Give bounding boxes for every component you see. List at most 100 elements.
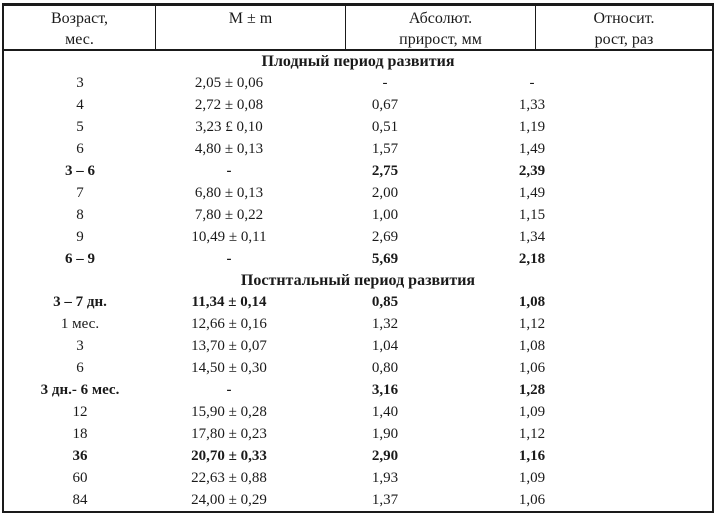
table-body: Плодный период развития 3 2,05 ± 0,06 - - 4 2,… [4,51,712,511]
cell-rel-growth: 1,12 [518,425,546,442]
table-row: 18 17,80 ± 0,23 1,90 1,12 [4,423,712,445]
cell-rel-growth: 1,19 [518,119,546,136]
cell-rel-growth: 1,09 [518,469,546,486]
header-age-line2: мес. [65,31,94,48]
cell-abs-growth: 0,80 [371,360,399,377]
table-row: 12 15,90 ± 0,28 1,40 1,09 [4,402,712,424]
cell-age: 4 [76,97,84,114]
cell-rel-growth: 2,18 [518,250,546,267]
cell-abs-growth: 1,40 [371,403,399,420]
cell-abs-growth: 1,00 [371,206,399,223]
cell-age: 3 дн.- 6 мес. [40,382,120,399]
cell-age: 6 [76,141,84,158]
cell-abs-growth: 1,93 [371,469,399,486]
cell-rel-growth: 1,28 [518,382,546,399]
cell-age: 18 [72,425,88,442]
table-row: 1 мес. 12,66 ± 0,16 1,32 1,12 [4,314,712,336]
table-row: 9 10,49 ± 0,11 2,69 1,34 [4,226,712,248]
cell-rel-growth: 1,16 [518,447,546,464]
cell-abs-growth: 2,69 [371,228,399,245]
table-row: 6 – 9 - 5,69 2,18 [4,248,712,270]
cell-m: 15,90 ± 0,28 [191,403,267,420]
table-row: 36 20,70 ± 0,33 2,90 1,16 [4,445,712,467]
cell-rel-growth: 1,49 [518,141,546,158]
cell-age: 36 [72,447,88,464]
cell-abs-growth: 1,32 [371,316,399,333]
section-title-row: Постнтальный период развития [240,272,476,290]
cell-rel-growth: 1,08 [518,294,546,311]
cell-abs-growth: - [382,75,388,92]
growth-table: Возраст, мес. M ± m Абсолют. прирост, мм… [2,3,714,513]
cell-abs-growth: 3,16 [371,382,399,399]
cell-rel-growth: 1,15 [518,206,546,223]
cell-m: - [226,250,232,267]
cell-age: 12 [72,403,88,420]
table-row: 3 2,05 ± 0,06 - - [4,73,712,95]
cell-abs-growth: 0,67 [371,97,399,114]
cell-rel-growth: - [529,75,535,92]
header-rel-line2: рост, раз [594,31,654,48]
cell-m: 6,80 ± 0,13 [194,184,264,201]
table-row: 4 2,72 ± 0,08 0,67 1,33 [4,95,712,117]
header-rel-line1: Относит. [593,10,655,27]
table-row: 3 13,70 ± 0,07 1,04 1,08 [4,336,712,358]
table-row: 7 6,80 ± 0,13 2,00 1,49 [4,182,712,204]
cell-m: 12,66 ± 0,16 [191,316,267,333]
cell-age: 8 [76,206,84,223]
cell-age: 9 [76,228,84,245]
cell-abs-growth: 0,51 [371,119,399,136]
cell-age: 6 [76,360,84,377]
cell-rel-growth: 1,12 [518,316,546,333]
table-row: 84 24,00 ± 0,29 1,37 1,06 [4,489,712,511]
table-row: 3 – 6 - 2,75 2,39 [4,161,712,183]
cell-age: 1 мес. [60,316,100,333]
cell-abs-growth: 1,57 [371,141,399,158]
cell-rel-growth: 1,33 [518,97,546,114]
cell-m: 22,63 ± 0,88 [191,469,267,486]
cell-m: 11,34 ± 0,14 [191,294,267,311]
cell-abs-growth: 2,75 [371,162,399,179]
cell-m: 20,70 ± 0,33 [191,447,267,464]
cell-age: 84 [72,491,88,508]
header-cell-abs-growth: Абсолют. прирост, мм [346,6,536,50]
header-abs-line1: Абсолют. [408,10,473,27]
cell-abs-growth: 1,90 [371,425,399,442]
section-title-row: Плодный период развития [261,52,455,70]
table-row: 3 – 7 дн. 11,34 ± 0,14 0,85 1,08 [4,292,712,314]
cell-m: 3,23 £ 0,10 [195,119,263,136]
cell-m: - [226,382,232,399]
header-cell-m: M ± m [156,6,346,50]
table-row: 6 14,50 ± 0,30 0,80 1,06 [4,358,712,380]
cell-rel-growth: 1,49 [518,184,546,201]
cell-m: 14,50 ± 0,30 [191,360,267,377]
table-row: 8 7,80 ± 0,22 1,00 1,15 [4,204,712,226]
header-m-line1: M ± m [228,10,273,27]
table-row: 60 22,63 ± 0,88 1,93 1,09 [4,467,712,489]
cell-age: 5 [76,119,84,136]
cell-abs-growth: 5,69 [371,250,399,267]
cell-m: 4,80 ± 0,13 [194,141,264,158]
cell-m: 24,00 ± 0,29 [191,491,267,508]
cell-age: 3 – 7 дн. [53,294,107,311]
cell-rel-growth: 1,08 [518,338,546,355]
cell-m: 10,49 ± 0,11 [191,228,267,245]
cell-rel-growth: 1,06 [518,491,546,508]
cell-abs-growth: 1,04 [371,338,399,355]
cell-abs-growth: 0,85 [371,294,399,311]
cell-m: 2,05 ± 0,06 [194,75,264,92]
cell-m: 17,80 ± 0,23 [191,425,267,442]
table-row: 6 4,80 ± 0,13 1,57 1,49 [4,139,712,161]
cell-abs-growth: 2,90 [371,447,399,464]
header-abs-line2: прирост, мм [399,31,482,48]
table-row: 5 3,23 £ 0,10 0,51 1,19 [4,117,712,139]
cell-rel-growth: 1,34 [518,228,546,245]
cell-abs-growth: 1,37 [371,491,399,508]
cell-rel-growth: 1,09 [518,403,546,420]
table-header-row: Возраст, мес. M ± m Абсолют. прирост, мм… [4,6,712,51]
header-age-line1: Возраст, [51,10,108,27]
cell-rel-growth: 2,39 [518,162,546,179]
cell-abs-growth: 2,00 [371,184,399,201]
cell-age: 6 – 9 [65,250,95,267]
cell-rel-growth: 1,06 [518,360,546,377]
